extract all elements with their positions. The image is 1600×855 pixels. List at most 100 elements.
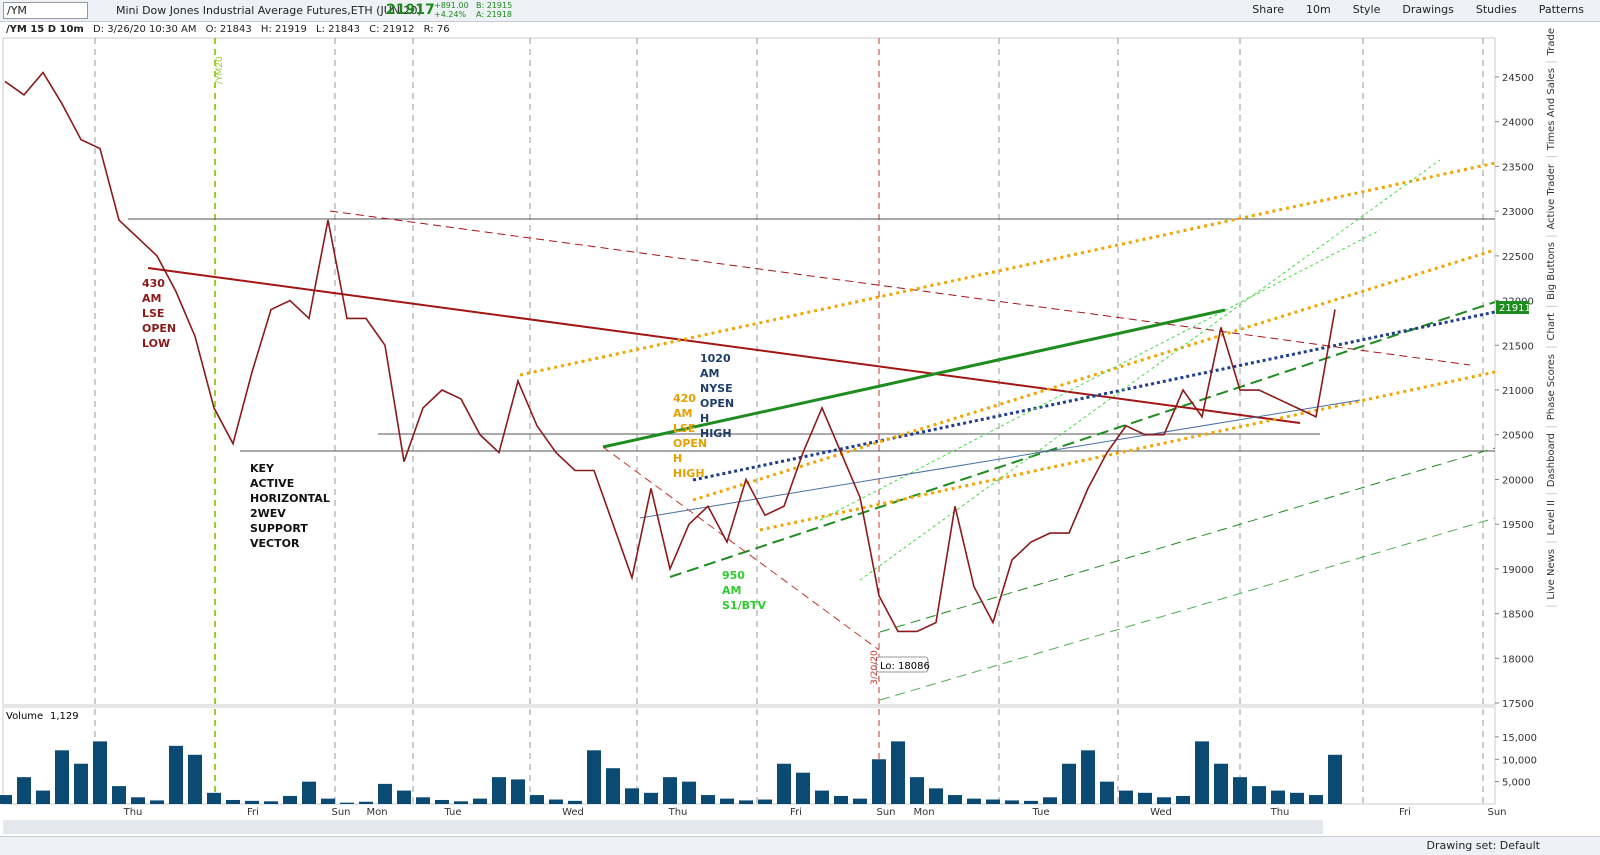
volume-bar [302, 781, 316, 804]
annotation: 950 AM S1/BTV [722, 569, 766, 612]
volume-bar [1233, 777, 1247, 804]
volume-bar [435, 799, 449, 804]
volume-bar [720, 798, 734, 804]
volume-bar [1138, 792, 1152, 804]
toolbar-button[interactable]: Style [1352, 3, 1381, 16]
side-tab[interactable]: Live News [1546, 542, 1557, 607]
volume-bar [511, 779, 525, 804]
volume-bar [340, 802, 354, 804]
description: Mini Dow Jones Industrial Average Future… [116, 4, 422, 17]
volume-bar [663, 777, 677, 804]
y-tick-label: 17500 [1502, 699, 1534, 710]
side-tab[interactable]: Trade [1546, 22, 1557, 63]
volume-bar [188, 754, 202, 804]
x-tick-label: Fri [247, 807, 259, 818]
y-tick-label: 22500 [1502, 252, 1534, 263]
toolbar-button[interactable]: Drawings [1402, 3, 1454, 16]
x-tick-label: Sun [331, 807, 350, 818]
x-tick-label: Wed [1150, 807, 1172, 818]
annotation: KEY ACTIVE HORIZONTAL 2WEV SUPPORT VECTOR [250, 462, 330, 550]
info-range: R: 76 [423, 24, 450, 35]
plot: 17500 18000 18500 19000 19500 20000 20500 21000… [0, 71, 1537, 818]
side-tab[interactable]: Level II [1546, 494, 1557, 543]
volume-bar [530, 795, 544, 804]
toolbar-buttons: Share 10m Style Drawings Studies Patterns [1248, 3, 1588, 16]
drawing-set[interactable]: Drawing set: Default [1426, 839, 1540, 852]
volume-bar [397, 790, 411, 804]
volume-bar [986, 799, 1000, 804]
x-tick-label: Mon [913, 807, 934, 818]
volume-bar [910, 777, 924, 804]
volume-bar [1081, 750, 1095, 804]
ask: A: 21918 [476, 10, 513, 19]
x-tick-label: Sun [876, 807, 895, 818]
side-tab[interactable]: Big Buttons [1546, 236, 1557, 308]
side-tab[interactable]: Dashboard [1546, 426, 1557, 495]
volume-bar [1214, 763, 1228, 804]
volume-bar [682, 781, 696, 804]
volume-bar [853, 798, 867, 804]
side-tab[interactable]: Active Trader [1546, 157, 1557, 237]
volume-bar [131, 797, 145, 804]
volume-bar [416, 797, 430, 804]
y-tick-label: 24500 [1502, 73, 1534, 84]
toolbar-button[interactable]: Studies [1475, 3, 1517, 16]
volume-bar [112, 786, 126, 804]
y-tick-label: 21500 [1502, 341, 1534, 352]
date-marker: 3/20/20 [870, 650, 880, 685]
volume-bar [739, 800, 753, 804]
day-separators [94, 38, 1484, 804]
volume-bar [359, 801, 373, 804]
volume-bar [17, 777, 31, 804]
volume-bar [1176, 795, 1190, 804]
info-high: H: 21919 [260, 24, 307, 35]
symbol-input[interactable]: /YM [3, 2, 88, 19]
side-tab[interactable]: Phase Scores [1546, 347, 1557, 427]
info-close: C: 21912 [369, 24, 415, 35]
volume-tick-label: 5,000 [1502, 778, 1531, 789]
side-tab[interactable]: Times And Sales [1546, 62, 1557, 158]
volume-bar [93, 741, 107, 804]
volume-bar [283, 795, 297, 804]
y-tick-label: 24000 [1502, 118, 1534, 129]
toolbar-button[interactable]: 10m [1306, 3, 1331, 16]
volume-bar [549, 799, 563, 804]
x-tick-label: Tue [1031, 807, 1049, 818]
volume-bar [1062, 763, 1076, 804]
toolbar-button[interactable]: Share [1252, 3, 1285, 16]
x-tick-label: Thu [668, 807, 688, 818]
volume-bar [169, 745, 183, 804]
volume-bar [758, 799, 772, 804]
scrollbar[interactable] [3, 820, 1323, 834]
volume-bar [74, 763, 88, 804]
volume-bar [834, 795, 848, 804]
volume-last: 1,129 [50, 711, 79, 722]
last-price: 21917 [386, 2, 435, 18]
volume-bar [1100, 781, 1114, 804]
x-tick-label: Mon [366, 807, 387, 818]
bid: B: 21915 [476, 1, 513, 10]
volume-bar [1195, 741, 1209, 804]
volume-bar [606, 768, 620, 804]
volume-bar [777, 763, 791, 804]
expiry-marker: /YM20 [215, 56, 225, 84]
annotation: 1020 AM NYSE OPEN H HIGH [700, 352, 734, 440]
y-tick-label: 20000 [1502, 475, 1534, 486]
toolbar-button[interactable]: Patterns [1538, 3, 1584, 16]
volume-bar [473, 798, 487, 804]
y-tick-label: 23500 [1502, 162, 1534, 173]
chart: 17500 18000 18500 19000 19500 20000 20500 21000… [0, 37, 1537, 834]
y-tick-label: 19500 [1502, 520, 1534, 531]
price-flag-label: 21911 [1499, 303, 1531, 314]
volume-bar [150, 800, 164, 804]
volume-bar [1271, 790, 1285, 804]
info-low: L: 21843 [316, 24, 360, 35]
volume-tick-label: 15,000 [1502, 733, 1537, 744]
y-tick-label: 21000 [1502, 386, 1534, 397]
side-tab[interactable]: Chart [1546, 307, 1557, 348]
volume-bar [1043, 797, 1057, 804]
volume-bar [625, 788, 639, 804]
y-tick-label: 20500 [1502, 431, 1534, 442]
volume-bar [1005, 800, 1019, 804]
